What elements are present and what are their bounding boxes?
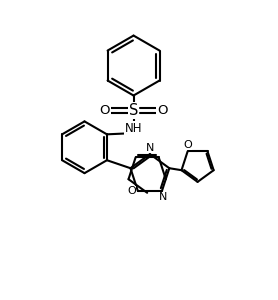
Text: N: N: [146, 143, 154, 153]
Text: O: O: [157, 104, 167, 117]
Text: O: O: [127, 186, 136, 196]
Text: O: O: [100, 104, 110, 117]
Text: O: O: [183, 140, 192, 150]
Text: N: N: [159, 192, 167, 203]
Text: S: S: [129, 103, 138, 118]
Text: NH: NH: [125, 122, 142, 135]
